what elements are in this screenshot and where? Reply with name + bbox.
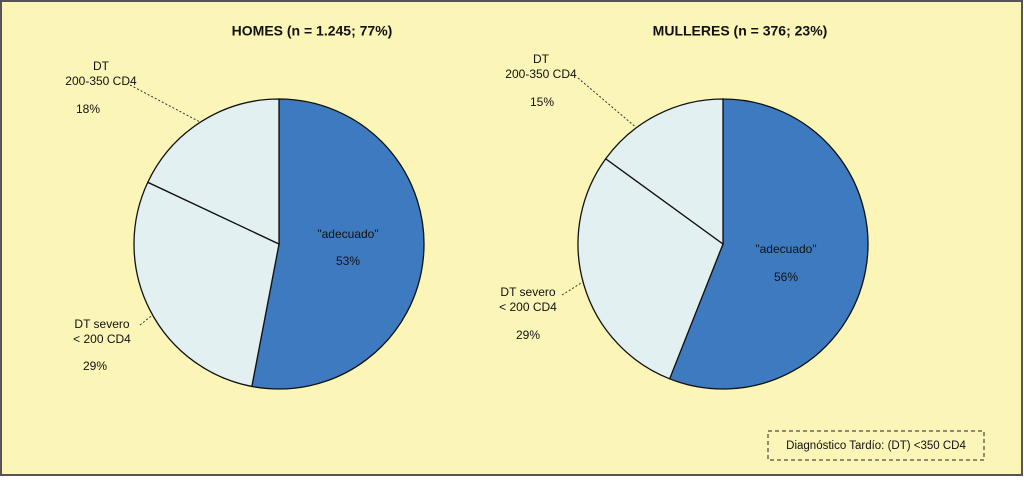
legend-note: Diagnóstico Tardío: (DT) <350 CD4 [786, 440, 966, 452]
value-label: 29% [83, 359, 107, 373]
slice-label: DT 200-350 CD4 [65, 59, 137, 88]
slice-label: DT severo < 200 CD4 [73, 317, 131, 346]
pie-slice [668, 98, 869, 390]
pie-slice [251, 98, 425, 390]
pie-slice [146, 98, 280, 246]
slice-label: DT severo < 200 CD4 [499, 285, 557, 314]
slice-label: "adecuado" [317, 227, 378, 241]
value-label: 29% [516, 328, 540, 342]
pie-slice [604, 98, 724, 246]
legend-box [767, 430, 985, 461]
leader-line [129, 84, 201, 123]
value-label: 56% [774, 270, 798, 284]
slice-label: "adecuado" [755, 242, 816, 256]
chart-title: MULLERES (n = 376; 23%) [653, 23, 828, 39]
value-label: 53% [336, 254, 360, 268]
pie-slice [577, 157, 724, 380]
value-label: 15% [530, 95, 554, 109]
leader-line [577, 77, 646, 136]
slice-label: DT 200-350 CD4 [505, 52, 577, 81]
pie-slice [133, 181, 280, 388]
chart-title: HOMES (n = 1.245; 77%) [232, 23, 393, 39]
value-label: 18% [76, 102, 100, 116]
